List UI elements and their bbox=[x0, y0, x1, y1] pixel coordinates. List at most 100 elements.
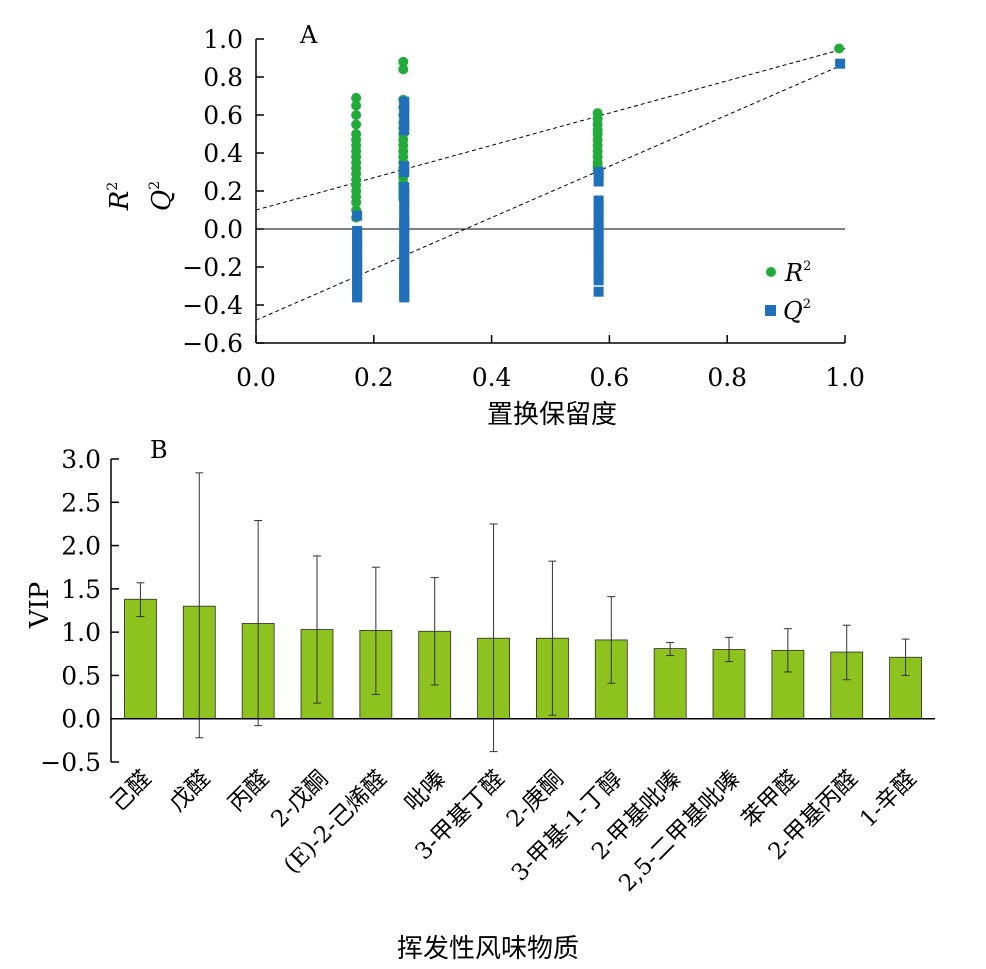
legend-r2-marker bbox=[766, 267, 776, 277]
panel-a-y-label-q: Q2 bbox=[147, 181, 177, 211]
vip-y-tick-label: −0.5 bbox=[40, 748, 101, 777]
vip-y-tick-label: 2.5 bbox=[61, 488, 101, 517]
panel-b-label: B bbox=[150, 436, 168, 464]
y-tick-label: −0.2 bbox=[182, 253, 243, 282]
q2-point bbox=[352, 292, 363, 303]
legend-q2-label: Q2 bbox=[783, 297, 811, 325]
q2-point bbox=[399, 205, 410, 215]
y-tick-label: 0.6 bbox=[203, 101, 243, 130]
q2-point bbox=[593, 260, 604, 271]
panel-b-x-label: 挥发性风味物质 bbox=[397, 934, 579, 964]
q2-point bbox=[835, 58, 846, 69]
panel-b-category-labels: 己醛 戊醛 丙醛2-戊酮(E)-2-己烯醛 吡嗪3-甲基丁醛2-庚酮3-甲基-1-丁醇… bbox=[106, 766, 922, 897]
category-label: (E)-2-己烯醛 bbox=[279, 766, 392, 879]
q2-point bbox=[399, 119, 410, 130]
panel-a-x-tick-labels: 0.0 0.2 0.4 0.6 0.8 1.0 bbox=[236, 363, 865, 392]
svg-text:R2: R2 bbox=[105, 182, 135, 212]
q2-point bbox=[593, 248, 604, 259]
y-label-r-sup: 2 bbox=[105, 182, 121, 191]
vip-y-tick-label: 1.5 bbox=[61, 575, 101, 604]
q2-point bbox=[593, 170, 604, 181]
r2-point bbox=[398, 56, 409, 67]
panel-a-y-label: R2 bbox=[105, 182, 135, 212]
panel-b-axes bbox=[110, 458, 935, 763]
y-label-r: R bbox=[105, 191, 135, 212]
q2-point bbox=[352, 210, 363, 221]
q2-point bbox=[593, 275, 604, 286]
x-tick-label: 0.8 bbox=[707, 363, 747, 392]
q2-point bbox=[399, 113, 410, 124]
panel-a-axes bbox=[255, 38, 846, 344]
panel-b-y-tick-labels: −0.5 0.0 0.5 1.0 1.5 2.0 2.5 3.0 bbox=[40, 445, 101, 777]
q2-point bbox=[593, 201, 604, 212]
q2-point bbox=[593, 218, 604, 229]
q2-point bbox=[593, 237, 604, 248]
q2-point bbox=[399, 292, 410, 303]
vip-bar bbox=[124, 598, 157, 720]
category-label: 1-辛醛 bbox=[855, 766, 922, 833]
vip-y-tick-label: 2.0 bbox=[61, 532, 101, 561]
q2-point bbox=[399, 220, 410, 231]
category-label: 己醛 bbox=[106, 766, 157, 817]
q2-point bbox=[399, 125, 410, 136]
vip-y-tick-label: 0.5 bbox=[61, 661, 101, 690]
q2-point bbox=[399, 256, 410, 267]
category-label: 戊醛 bbox=[165, 766, 216, 817]
q2-point bbox=[399, 199, 410, 210]
vip-panel: B −0.5 0.0 0.5 1.0 1.5 2.0 2.5 3.0 己醛 戊醛 丙醛2-戊酮(E… bbox=[25, 436, 935, 964]
q2-point bbox=[399, 187, 410, 198]
y-label-q-sup: 2 bbox=[147, 181, 163, 190]
x-tick-label: 0.4 bbox=[472, 363, 512, 392]
regression-line-q2 bbox=[255, 63, 846, 321]
x-tick-label: 1.0 bbox=[825, 363, 865, 392]
q2-point bbox=[593, 243, 604, 253]
r2-point bbox=[834, 43, 845, 54]
scatter-points bbox=[351, 43, 846, 303]
panel-b-y-label-wrap: VIP bbox=[25, 582, 55, 630]
r2-point bbox=[351, 100, 362, 111]
q2-point bbox=[593, 231, 604, 242]
regression-line-r2 bbox=[255, 48, 846, 211]
q2-point bbox=[399, 265, 410, 276]
category-label: 丙醛 bbox=[223, 766, 274, 817]
q2-point bbox=[399, 161, 410, 172]
q2-point bbox=[399, 271, 410, 282]
y-tick-label: −0.6 bbox=[182, 329, 243, 358]
legend: R2 Q2 bbox=[765, 259, 811, 325]
y-label-q: Q bbox=[147, 190, 177, 211]
q2-point bbox=[399, 210, 410, 221]
q2-point bbox=[399, 193, 410, 204]
y-tick-label: −0.4 bbox=[182, 291, 243, 320]
q2-point bbox=[593, 195, 604, 206]
y-tick-label: 0.2 bbox=[203, 177, 243, 206]
vip-y-tick-label: 0.0 bbox=[61, 705, 101, 734]
legend-q2-marker bbox=[765, 305, 776, 316]
q2-point bbox=[399, 96, 410, 107]
svg-text:Q2: Q2 bbox=[147, 181, 177, 211]
y-tick-label: 0.0 bbox=[203, 215, 243, 244]
category-label: 吡嗪 bbox=[400, 766, 451, 817]
panel-a-x-label: 置换保留度 bbox=[487, 400, 617, 430]
q2-point bbox=[399, 233, 410, 244]
r2-point bbox=[351, 119, 362, 130]
q2-point bbox=[399, 182, 410, 193]
q2-point bbox=[399, 108, 410, 119]
x-tick-label: 0.6 bbox=[590, 363, 630, 392]
q2-point bbox=[399, 167, 410, 177]
q2-point bbox=[399, 102, 410, 113]
q2-point bbox=[593, 212, 604, 223]
y-tick-label: 1.0 bbox=[203, 25, 243, 54]
y-tick-label: 0.4 bbox=[203, 139, 243, 168]
q2-point bbox=[593, 176, 604, 187]
q2-point bbox=[593, 286, 604, 297]
y-tick-label: 0.8 bbox=[203, 63, 243, 92]
vip-y-tick-label: 3.0 bbox=[61, 445, 101, 474]
vip-error-bars bbox=[136, 472, 910, 753]
legend-r2-label: R2 bbox=[784, 259, 811, 287]
q2-point bbox=[593, 206, 604, 217]
q2-point bbox=[399, 227, 410, 238]
r2-point bbox=[351, 92, 362, 103]
q2-point bbox=[399, 246, 410, 257]
x-tick-label: 0.0 bbox=[236, 363, 276, 392]
